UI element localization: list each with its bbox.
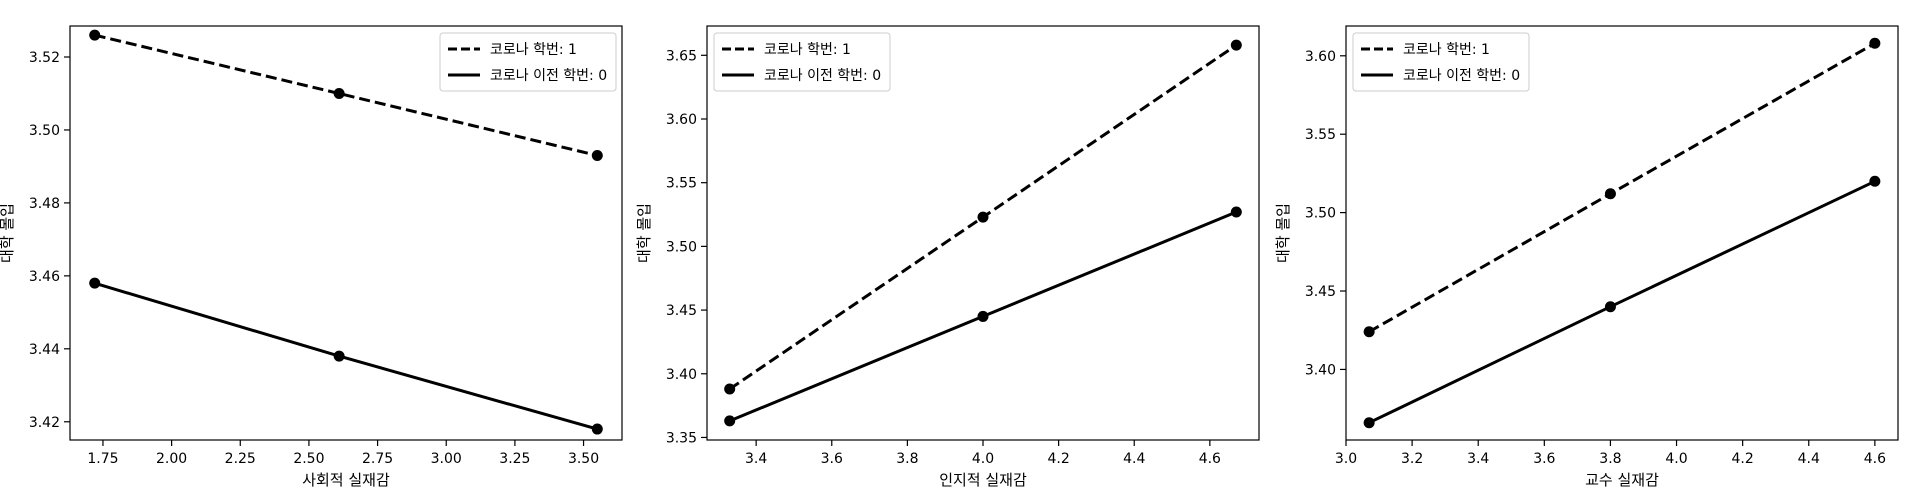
x-tick-label: 2.25 <box>225 451 256 467</box>
y-tick-label: 3.45 <box>1305 284 1336 300</box>
data-point <box>977 310 989 322</box>
y-axis-label: 대학 몰입 <box>0 203 16 263</box>
chart-panel-3: 3.0 3.2 3.4 3.6 3.8 4.0 4.2 4.4 4.6 3.40 3.45 3.50 3… <box>1274 25 1899 489</box>
data-point <box>1363 417 1375 429</box>
data-point <box>333 350 345 362</box>
y-tick-label: 3.65 <box>666 48 697 64</box>
legend-label-pre-covid: 코로나 이전 학번: 0 <box>764 68 881 84</box>
legend-box <box>1352 32 1530 92</box>
x-tick-label: 4.6 <box>1864 451 1886 467</box>
x-tick-label: 3.00 <box>431 451 462 467</box>
legend-label-pre-covid: 코로나 이전 학번: 0 <box>490 68 607 84</box>
x-tick-label: 3.8 <box>1599 451 1621 467</box>
series-line-pre-covid <box>94 281 598 431</box>
legend: 코로나 학번: 1 코로나 이전 학번: 0 <box>439 32 617 92</box>
y-tick-label: 3.52 <box>29 50 60 66</box>
data-point <box>1604 188 1616 200</box>
y-axis-label: 대학 몰입 <box>635 203 653 263</box>
y-axis-label: 대학 몰입 <box>1274 203 1292 263</box>
data-point <box>1869 175 1881 187</box>
plot-frame <box>1345 25 1899 441</box>
y-tick-label: 3.50 <box>29 123 60 139</box>
data-point <box>591 423 603 435</box>
x-tick-label: 4.6 <box>1199 451 1221 467</box>
legend-label-covid: 코로나 학번: 1 <box>490 42 577 58</box>
y-tick-label: 3.44 <box>29 342 60 358</box>
data-point <box>1363 326 1375 338</box>
data-point <box>591 149 603 161</box>
x-tick-label: 2.00 <box>156 451 187 467</box>
x-axis-label: 사회적 실재감 <box>302 471 390 489</box>
series-line-covid <box>94 33 598 157</box>
data-point <box>333 87 345 99</box>
x-tick-label: 3.2 <box>1401 451 1423 467</box>
data-point <box>1604 301 1616 313</box>
x-tick-label: 3.25 <box>499 451 530 467</box>
legend-label-pre-covid: 코로나 이전 학번: 0 <box>1403 68 1520 84</box>
y-tick-label: 3.40 <box>666 367 697 383</box>
x-tick-label: 4.2 <box>1732 451 1754 467</box>
x-axis-label: 교수 실재감 <box>1585 471 1659 489</box>
y-tick-label: 3.46 <box>29 269 60 285</box>
legend-label-covid: 코로나 학번: 1 <box>1403 42 1490 58</box>
series-line-pre-covid <box>1368 179 1876 425</box>
y-tick-label: 3.55 <box>1305 127 1336 143</box>
y-tick-label: 3.55 <box>666 176 697 192</box>
x-tick-label: 4.0 <box>1665 451 1687 467</box>
chart-panel-2: 3.4 3.6 3.8 4.0 4.2 4.4 4.6 3.35 3.40 3.45 3.50 3.5… <box>635 25 1260 489</box>
y-tick-label: 3.50 <box>1305 206 1336 222</box>
x-tick-label: 4.2 <box>1047 451 1069 467</box>
x-tick-label: 4.0 <box>972 451 994 467</box>
y-tick-label: 3.40 <box>1305 362 1336 378</box>
data-point <box>89 29 101 41</box>
y-tick-label: 3.50 <box>666 239 697 255</box>
plot-frame <box>69 25 623 441</box>
x-tick-label: 4.4 <box>1123 451 1145 467</box>
legend: 코로나 학번: 1 코로나 이전 학번: 0 <box>713 32 891 92</box>
chart-panel-1: 1.75 2.00 2.25 2.50 2.75 3.00 3.25 3.50 3.42 3.44… <box>0 25 623 489</box>
x-tick-label: 2.50 <box>293 451 324 467</box>
legend-label-covid: 코로나 학번: 1 <box>764 42 851 58</box>
x-tick-label: 2.75 <box>362 451 393 467</box>
legend-box <box>439 32 617 92</box>
legend: 코로나 학번: 1 코로나 이전 학번: 0 <box>1352 32 1530 92</box>
y-tick-label: 3.48 <box>29 196 60 212</box>
y-tick-label: 3.35 <box>666 430 697 446</box>
x-tick-label: 3.8 <box>896 451 918 467</box>
x-tick-label: 4.4 <box>1798 451 1820 467</box>
y-tick-label: 3.45 <box>666 303 697 319</box>
data-point <box>89 277 101 289</box>
x-axis-label: 인지적 실재감 <box>939 471 1027 489</box>
data-point <box>977 211 989 223</box>
data-point <box>724 415 736 427</box>
x-tick-label: 3.0 <box>1335 451 1357 467</box>
x-tick-label: 3.6 <box>1533 451 1555 467</box>
x-tick-label: 1.75 <box>87 451 118 467</box>
data-point <box>1869 37 1881 49</box>
x-tick-label: 3.6 <box>821 451 843 467</box>
data-point <box>1230 206 1242 218</box>
y-tick-label: 3.60 <box>666 112 697 128</box>
y-tick-label: 3.42 <box>29 415 60 431</box>
x-tick-label: 3.4 <box>745 451 767 467</box>
legend-box <box>713 32 891 92</box>
data-point <box>724 383 736 395</box>
data-point <box>1230 39 1242 51</box>
x-tick-label: 3.4 <box>1467 451 1489 467</box>
y-tick-label: 3.60 <box>1305 49 1336 65</box>
x-tick-label: 3.50 <box>568 451 599 467</box>
